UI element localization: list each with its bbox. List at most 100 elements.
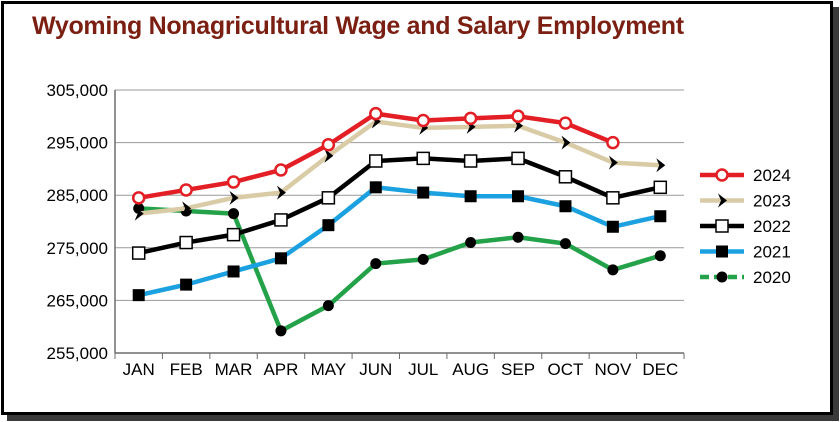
x-tick-label: JUN [359, 360, 392, 379]
legend-marker [718, 193, 727, 208]
y-tick-label: 265,000 [47, 291, 108, 310]
x-tick-label: FEB [170, 360, 203, 379]
data-point-2021 [132, 289, 145, 302]
data-point-2023 [561, 135, 571, 150]
data-point-2020 [512, 231, 524, 243]
data-point-2022 [653, 180, 668, 195]
data-point-2024 [369, 106, 383, 121]
data-point-2022 [463, 154, 478, 168]
data-point-2021 [180, 278, 193, 291]
data-point-2022 [226, 227, 241, 242]
data-point-2021 [274, 252, 287, 265]
legend-marker [715, 168, 729, 182]
legend-label: 2022 [753, 217, 791, 236]
legend-item-2020: 2020 [700, 268, 791, 287]
data-point-2020 [228, 208, 240, 220]
series-2024 [131, 106, 620, 205]
legend: 2024 2023 2022 2021 2020 [700, 166, 791, 287]
legend-label: 2021 [753, 243, 791, 262]
y-tick-labels: 255,000 265,000 275,000 285,000 295,000 305,0… [47, 81, 108, 363]
data-point-2022 [321, 191, 336, 205]
data-point-2024 [321, 137, 336, 152]
data-point-2022 [511, 151, 525, 166]
x-tick-label: NOV [594, 360, 632, 379]
data-point-2024 [274, 163, 288, 177]
legend-marker [716, 271, 728, 283]
data-point-2023 [182, 201, 192, 216]
x-tick-label: AUG [452, 360, 489, 379]
x-tick-label: SEP [501, 360, 535, 379]
series-line-2022 [138, 156, 661, 256]
data-point-2024 [131, 191, 146, 205]
x-tick-label: DEC [642, 360, 678, 379]
x-tick-label: APR [263, 360, 298, 379]
data-point-2024 [226, 175, 241, 189]
data-point-2023 [276, 185, 286, 200]
data-point-2021 [369, 181, 382, 194]
data-point-2022 [606, 191, 620, 205]
data-point-2020 [370, 258, 382, 270]
legend-marker [715, 219, 729, 233]
legend-item-2024: 2024 [700, 166, 791, 185]
x-tick-labels: JAN FEB MAR APR MAY JUN JUL AUG SEP OCT NOV DEC [123, 360, 679, 379]
data-point-2022 [369, 154, 383, 168]
data-point-2020 [559, 238, 571, 250]
data-point-2023 [229, 190, 239, 205]
series-2021 [132, 181, 667, 302]
legend-label: 2023 [753, 192, 791, 211]
data-point-2020 [654, 250, 666, 262]
axes [114, 90, 685, 359]
legend-item-2023: 2023 [700, 192, 791, 211]
data-point-2021 [512, 190, 525, 203]
data-point-2022 [131, 246, 146, 260]
x-tick-label: JAN [123, 360, 155, 379]
data-point-2024 [606, 135, 620, 150]
data-point-2020 [465, 237, 477, 249]
data-point-2021 [464, 190, 477, 203]
y-tick-label: 255,000 [47, 344, 108, 363]
series-line-2023 [138, 119, 661, 216]
data-point-2023 [608, 155, 618, 170]
grid-lines [115, 89, 684, 301]
data-point-2020 [607, 264, 619, 276]
data-point-2021 [559, 200, 572, 213]
y-tick-label: 285,000 [47, 186, 108, 205]
data-point-2023 [134, 206, 144, 221]
legend-item-2021: 2021 [700, 243, 791, 262]
x-tick-label: MAY [311, 360, 347, 379]
legend-label: 2024 [753, 166, 791, 185]
series-2020 [133, 202, 666, 337]
data-point-2022 [274, 213, 288, 227]
data-point-2024 [179, 183, 193, 197]
legend-marker [716, 245, 728, 258]
series-line-2021 [138, 185, 661, 298]
data-point-2023 [656, 158, 666, 173]
data-point-2023 [324, 148, 334, 163]
x-tick-label: MAR [215, 360, 253, 379]
series-line-2020 [138, 206, 661, 334]
legend-item-2022: 2022 [700, 217, 791, 236]
data-point-2024 [416, 113, 430, 128]
data-point-2021 [322, 219, 335, 232]
y-tick-label: 275,000 [47, 239, 108, 258]
legend-label: 2020 [753, 268, 791, 287]
data-point-2024 [463, 111, 478, 126]
data-point-2021 [654, 210, 667, 223]
data-point-2022 [558, 170, 573, 184]
data-point-2022 [416, 151, 430, 166]
data-point-2020 [275, 325, 287, 337]
series-2022 [131, 151, 668, 260]
data-point-2022 [179, 235, 193, 250]
y-tick-label: 305,000 [47, 81, 108, 100]
data-point-2021 [417, 186, 430, 199]
data-point-2020 [417, 253, 429, 265]
y-tick-label: 295,000 [47, 134, 108, 153]
data-point-2024 [511, 109, 525, 124]
series-lines [131, 106, 668, 337]
data-point-2021 [227, 265, 240, 278]
data-point-2020 [322, 300, 334, 312]
x-tick-label: OCT [548, 360, 584, 379]
data-point-2024 [558, 116, 573, 130]
data-point-2021 [606, 220, 619, 233]
